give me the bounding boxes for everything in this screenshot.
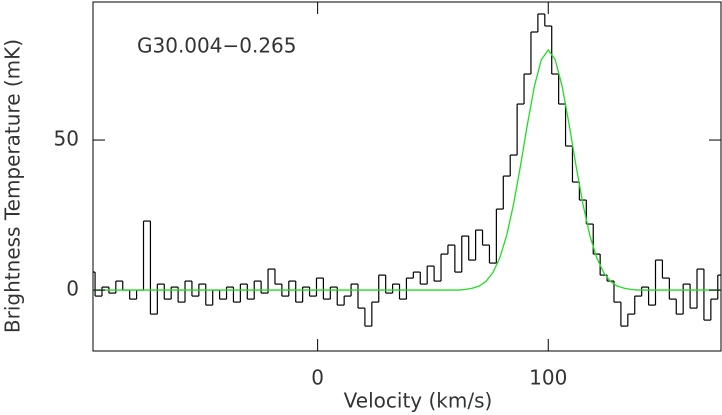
x-axis-label: Velocity (km/s): [344, 389, 493, 413]
plot-area: [93, 13, 721, 327]
y-tick-label: 50: [54, 127, 79, 151]
y-axis-label: Brightness Temperature (mK): [1, 39, 25, 333]
y-tick-label: 0: [66, 277, 79, 301]
annotation: G30.004−0.265: [137, 34, 297, 58]
plot-frame: [92, 1, 722, 352]
fit-curve: [93, 48, 721, 291]
x-tick-label: 0: [311, 366, 324, 390]
x-tick-label: 100: [529, 366, 567, 390]
